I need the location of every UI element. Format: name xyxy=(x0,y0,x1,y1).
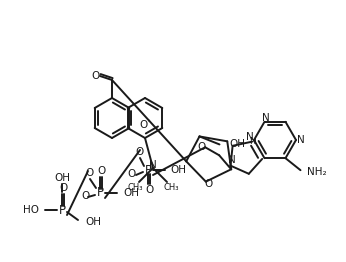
Text: OH: OH xyxy=(123,188,139,198)
Text: O: O xyxy=(92,71,100,81)
Text: O: O xyxy=(136,147,144,157)
Text: N: N xyxy=(246,132,254,142)
Text: O: O xyxy=(86,168,94,178)
Text: N: N xyxy=(228,155,235,165)
Text: HO: HO xyxy=(23,205,39,215)
Text: CH₃: CH₃ xyxy=(163,183,179,193)
Text: O: O xyxy=(59,183,67,193)
Text: O: O xyxy=(197,142,205,152)
Text: O: O xyxy=(128,169,136,179)
Text: P: P xyxy=(145,163,152,177)
Text: N: N xyxy=(297,135,305,145)
Text: OH: OH xyxy=(54,173,70,183)
Text: N: N xyxy=(149,160,157,170)
Text: O: O xyxy=(81,191,89,201)
Text: O: O xyxy=(139,120,147,130)
Text: O: O xyxy=(97,166,105,176)
Text: NH₂: NH₂ xyxy=(307,167,326,177)
Text: N: N xyxy=(249,138,255,146)
Text: P: P xyxy=(97,187,103,199)
Text: OH: OH xyxy=(229,139,245,149)
Text: CH₃: CH₃ xyxy=(127,183,143,193)
Text: N: N xyxy=(262,113,270,123)
Text: O: O xyxy=(205,179,213,189)
Text: OH: OH xyxy=(170,165,186,175)
Text: OH: OH xyxy=(85,217,101,227)
Text: O: O xyxy=(145,185,153,195)
Text: P: P xyxy=(58,204,65,216)
